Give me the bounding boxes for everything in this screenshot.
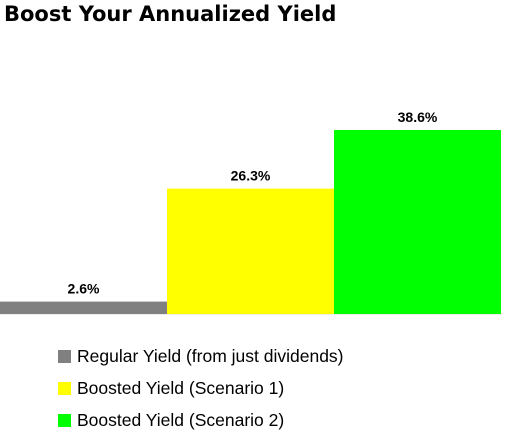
bar-2 [167,188,334,314]
legend-item-2: Boosted Yield (Scenario 1) [58,372,344,404]
legend-label-3: Boosted Yield (Scenario 2) [77,409,285,430]
data-labels-group: 2.6% 26.3% 38.6% [68,109,438,297]
chart-title: Boost Your Annualized Yield [4,2,337,26]
bars-group [0,130,501,314]
legend-label-1: Regular Yield (from just dividends) [77,345,344,366]
data-label-3: 38.6% [398,109,438,125]
data-label-1: 2.6% [68,281,100,297]
legend-label-2: Boosted Yield (Scenario 1) [77,377,285,398]
legend: Regular Yield (from just dividends) Boost… [58,340,344,436]
data-label-2: 26.3% [231,168,271,184]
bar-chart: 2.6% 26.3% 38.6% [0,109,502,315]
legend-swatch-3 [58,413,71,427]
legend-item-1: Regular Yield (from just dividends) [58,340,344,372]
bar-3 [334,130,501,314]
legend-swatch-1 [58,349,71,363]
legend-swatch-2 [58,381,71,395]
bar-1 [0,301,167,314]
legend-item-3: Boosted Yield (Scenario 2) [58,404,344,436]
